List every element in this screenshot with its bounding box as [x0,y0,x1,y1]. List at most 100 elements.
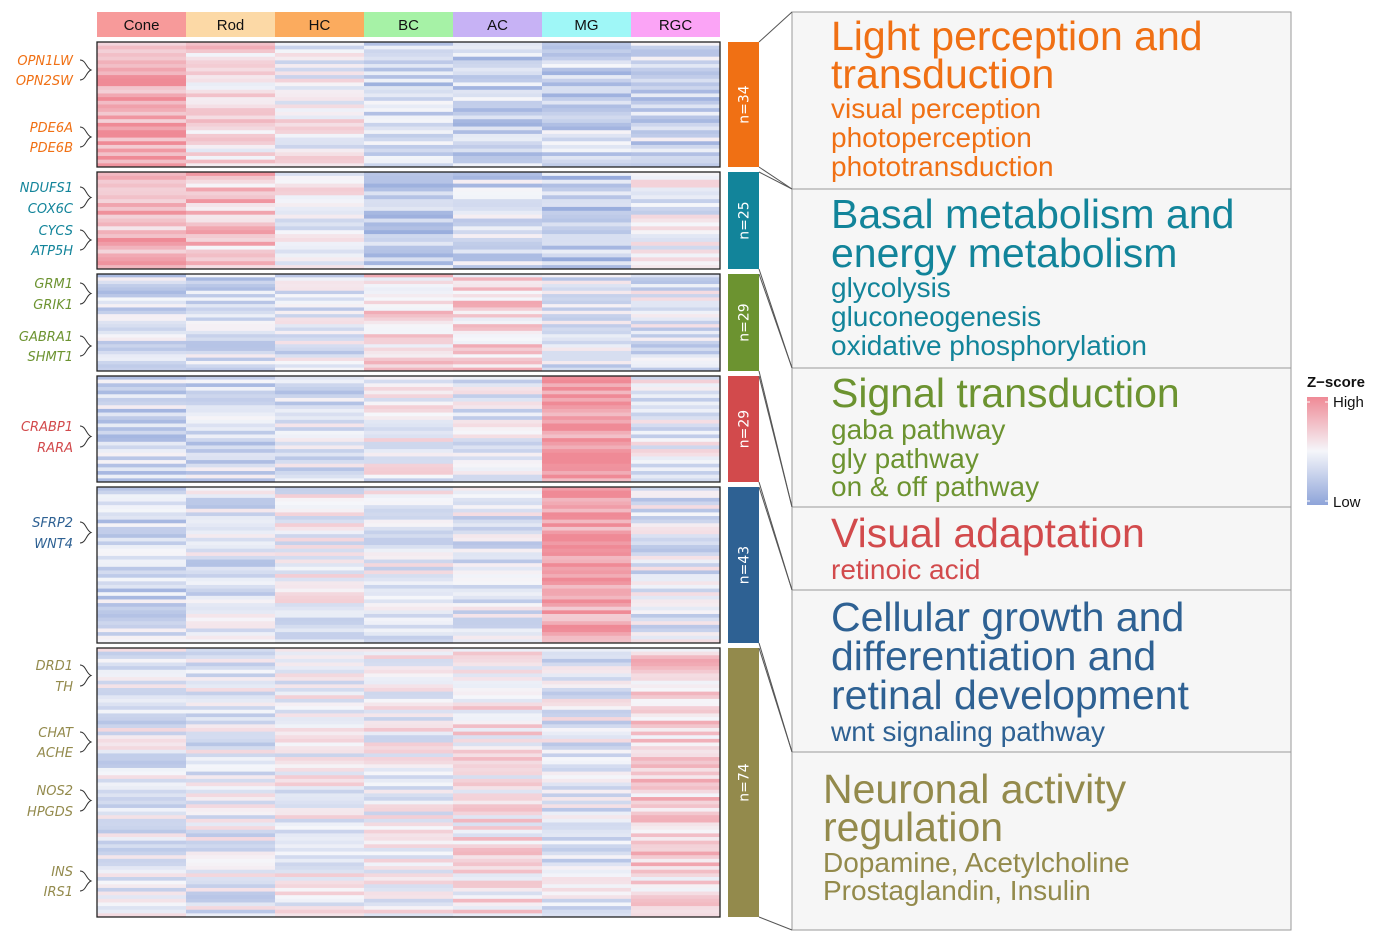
heat-cell [275,891,365,896]
heat-cell [275,548,365,553]
heat-cell [275,727,365,733]
heat-cell [542,119,632,124]
heat-cell [186,427,276,432]
heat-cell [364,771,454,776]
heat-cell [542,706,632,711]
heat-cell [97,753,187,758]
gene-label: DRD1 [36,659,73,674]
heat-cell [186,778,276,783]
connector-line [758,273,793,369]
heat-cell [453,621,543,626]
heat-cell [542,713,632,718]
heat-cell [186,100,276,105]
heat-cell [186,844,276,849]
heat-cell [631,115,721,120]
heat-cell [275,851,365,856]
heat-cell [275,234,365,239]
heat-cell [453,570,543,575]
heat-cell [186,111,276,116]
heat-cell [364,833,454,838]
heat-cell [97,175,187,181]
heat-cell [453,277,543,282]
heat-cell [364,280,454,285]
heat-cell [275,155,365,161]
heat-cell [275,294,365,298]
heat-cell [542,438,632,443]
heat-cell [631,724,721,729]
heat-cell [97,906,187,911]
heat-cell [542,148,632,153]
heat-cell [453,155,543,161]
heat-cell [97,662,187,667]
heat-cell [631,490,721,495]
heat-cell [275,713,365,718]
heat-cell [453,265,543,270]
heat-cell [453,314,543,318]
heat-cell [186,862,276,867]
heat-cell [631,187,721,192]
heat-cell [97,86,187,91]
heat-cell [364,552,454,557]
heat-cell [275,383,365,388]
heat-cell [631,397,721,402]
heat-cell [186,731,276,736]
heat-cell [275,144,365,150]
heat-cell [275,119,365,124]
heat-cell [542,724,632,729]
heat-cell [631,452,721,457]
column-headers: Cone Rod HC BC AC MG RGC [97,12,720,37]
heat-cell [97,826,187,831]
heat-cell [97,891,187,896]
heat-cell [542,811,632,816]
heat-cell [186,423,276,428]
heat-cell [97,137,187,142]
heat-cell [453,727,543,733]
heat-cell [542,658,632,663]
heat-cell [186,430,276,435]
heat-cell [275,376,365,381]
column-label-cone: Cone [124,17,160,34]
heat-cell [364,130,454,135]
heat-cell [275,613,365,619]
heat-cell [186,760,276,765]
heat-cell [364,702,454,707]
heat-cell [275,662,365,667]
heat-cell [631,155,721,161]
heat-cell [631,175,721,181]
heat-cell [453,183,543,188]
heat-cell [275,354,365,359]
heat-cell [364,639,454,644]
heat-cell [542,895,632,900]
heat-cell [186,829,276,834]
heat-cell [364,179,454,185]
cluster-frame [96,486,721,644]
heat-cell [631,610,721,615]
heat-cell [97,287,187,292]
heat-cell [542,191,632,196]
heat-cell [97,818,187,823]
heat-cell [275,494,365,499]
heat-cell [453,307,543,312]
heat-cell [631,122,721,127]
heat-cell [364,122,454,127]
heat-cell [542,449,632,454]
heat-cell [542,588,632,593]
heat-cell [186,702,276,707]
heat-cell [364,119,454,124]
heat-cell [186,344,276,348]
heat-cell [97,430,187,435]
heat-cell [97,628,187,633]
heat-cell [275,639,365,644]
heat-cell [186,526,276,531]
heat-cell [453,97,543,102]
heat-cell [542,487,632,492]
heat-cell [542,753,632,758]
heat-cell [453,545,543,550]
heat-cell [186,434,276,439]
heat-cell [542,344,632,348]
heat-cell [631,478,721,483]
heat-cell [453,237,543,243]
heat-cell [542,320,632,325]
heat-cell [186,245,276,250]
heat-cell [364,884,454,889]
